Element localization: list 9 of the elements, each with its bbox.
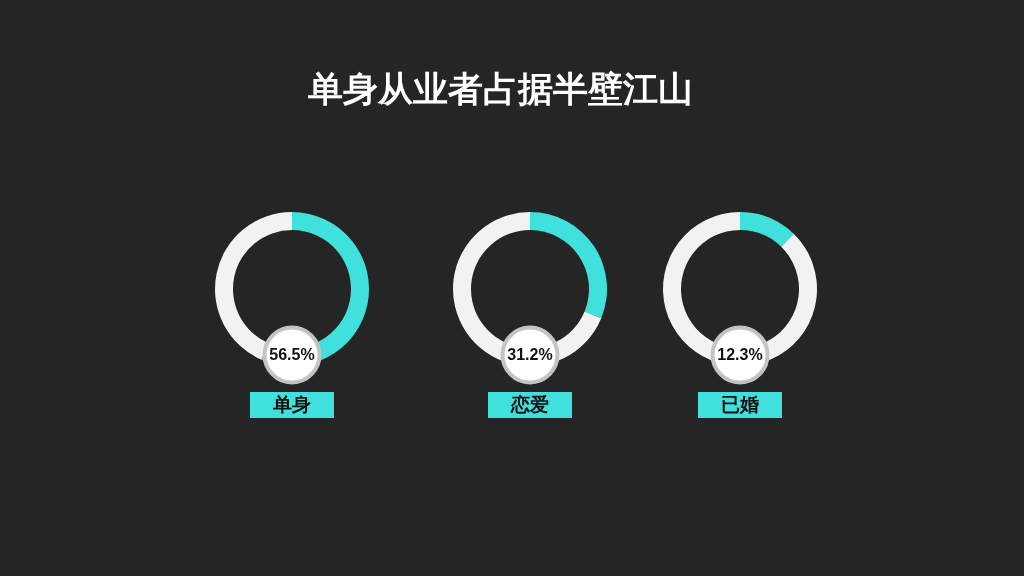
donut-slice bbox=[530, 212, 607, 319]
text: 12.3% bbox=[717, 346, 763, 363]
text: 31.2% bbox=[507, 346, 553, 363]
text: 单身 bbox=[272, 393, 311, 415]
text: 56.5% bbox=[269, 346, 315, 363]
text: 单身从业者占据半壁江山 bbox=[306, 69, 693, 109]
text: 已婚 bbox=[721, 393, 759, 415]
text: 恋爱 bbox=[510, 393, 549, 415]
donut-slice bbox=[740, 212, 794, 247]
